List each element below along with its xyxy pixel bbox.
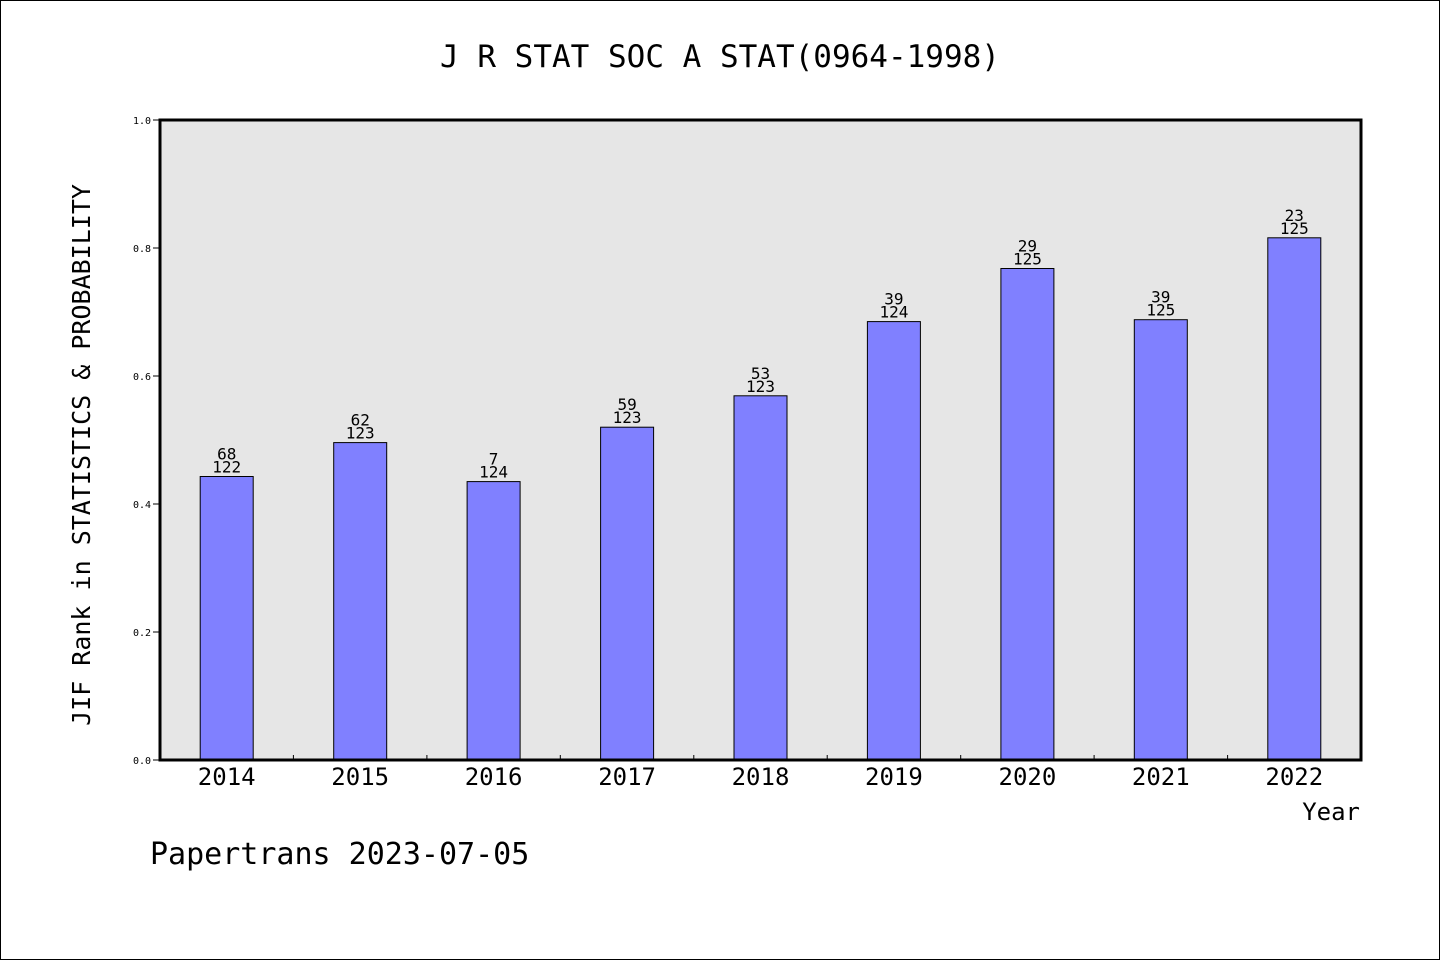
x-axis-label: Year xyxy=(1302,798,1360,826)
y-tick-label: 0.2 xyxy=(133,628,151,639)
x-tick-label: 2016 xyxy=(465,763,523,791)
y-tick-label: 0.8 xyxy=(133,244,151,255)
bar-2022 xyxy=(1267,237,1322,761)
bar-2015 xyxy=(333,442,388,761)
bar-rank-label: 62 xyxy=(351,411,370,430)
bar-total-label: 125 xyxy=(1280,219,1309,238)
bar-2020 xyxy=(1000,268,1055,761)
bar-total-label: 125 xyxy=(1013,250,1042,269)
x-tick-label: 2019 xyxy=(865,763,923,791)
x-axis: 2014 2015 2016 2017 2018 2019 2020 2021 2022 xyxy=(198,755,1323,791)
bar-rank-label: 23 xyxy=(1285,206,1304,225)
bar-2014 xyxy=(199,476,254,761)
x-tick-label: 2020 xyxy=(999,763,1057,791)
bar-total-label: 122 xyxy=(212,458,241,477)
bar-2018 xyxy=(733,395,788,761)
x-tick-label: 2018 xyxy=(732,763,790,791)
bar-labels-group: 6812262123712459123531233912429125391252… xyxy=(212,206,1309,482)
y-tick-label: 1.0 xyxy=(133,116,151,127)
bar-rank-label: 29 xyxy=(1018,237,1037,256)
y-tick-label: 0.4 xyxy=(133,500,151,511)
bar-total-label: 125 xyxy=(1146,301,1175,320)
bar-rank-label: 53 xyxy=(751,364,770,383)
bar-rank-label: 68 xyxy=(217,445,236,464)
x-tick-label: 2021 xyxy=(1132,763,1190,791)
y-tick-label: 0.0 xyxy=(133,756,151,767)
x-tick-label: 2022 xyxy=(1265,763,1323,791)
bar-2017 xyxy=(600,426,655,761)
x-tick-label: 2014 xyxy=(198,763,256,791)
x-tick-label: 2017 xyxy=(598,763,656,791)
bar-total-label: 123 xyxy=(346,424,375,443)
footer-credit: Papertrans 2023-07-05 xyxy=(150,837,529,872)
bar-rank-label: 7 xyxy=(489,450,499,469)
y-tick-label: 0.6 xyxy=(133,372,151,383)
bar-2019 xyxy=(866,321,921,761)
chart-title: J R STAT SOC A STAT(0964-1998) xyxy=(440,39,1000,75)
x-tick-label: 2015 xyxy=(331,763,389,791)
bar-rank-label: 59 xyxy=(617,395,636,414)
bars-group xyxy=(199,237,1322,761)
bar-total-label: 123 xyxy=(613,408,642,427)
bar-total-label: 123 xyxy=(746,377,775,396)
bar-total-label: 124 xyxy=(879,303,908,322)
y-axis: 0.0 0.2 0.4 0.6 0.8 1.0 xyxy=(133,116,160,767)
bar-2021 xyxy=(1133,319,1188,761)
bar-2016 xyxy=(466,481,521,761)
bar-rank-label: 39 xyxy=(884,290,903,309)
bar-total-label: 124 xyxy=(479,463,508,482)
plot-border xyxy=(158,118,1363,762)
y-axis-label: JIF Rank in STATISTICS & PROBABILITY xyxy=(67,184,96,726)
bar-rank-label: 39 xyxy=(1151,288,1170,307)
